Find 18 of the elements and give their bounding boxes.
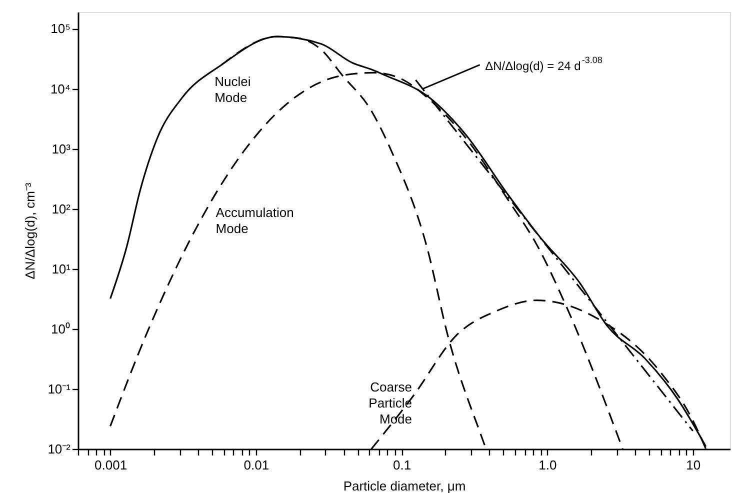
x-tick-label: 0.01 — [244, 458, 270, 472]
x-tick-label: 0.001 — [94, 458, 128, 472]
y-tick-label: 10⁻² — [48, 442, 72, 456]
x-tick-label: 0.1 — [393, 458, 412, 472]
x-tick-label: 1.0 — [538, 458, 557, 472]
y-tick-label: 10² — [52, 201, 72, 216]
y-tick-label: 10³ — [52, 141, 72, 156]
y-axis-title: ΔN/Δlog(d), cm⁻³ — [22, 182, 38, 280]
x-axis-title: Particle diameter, μm — [343, 478, 466, 493]
y-tick-label: 10⁵ — [50, 21, 70, 36]
series-label: Accumulation Mode — [216, 205, 294, 236]
series-label: Coarse Particle Mode — [368, 380, 412, 427]
x-tick-label: 10 — [686, 458, 701, 472]
y-tick-label: 10⁴ — [50, 81, 70, 96]
y-tick-label: 10⁻¹ — [48, 381, 72, 396]
series-label: Nuclei Mode — [214, 74, 251, 105]
y-tick-label: 10⁰ — [51, 321, 70, 336]
y-tick-label: 10¹ — [52, 261, 72, 276]
